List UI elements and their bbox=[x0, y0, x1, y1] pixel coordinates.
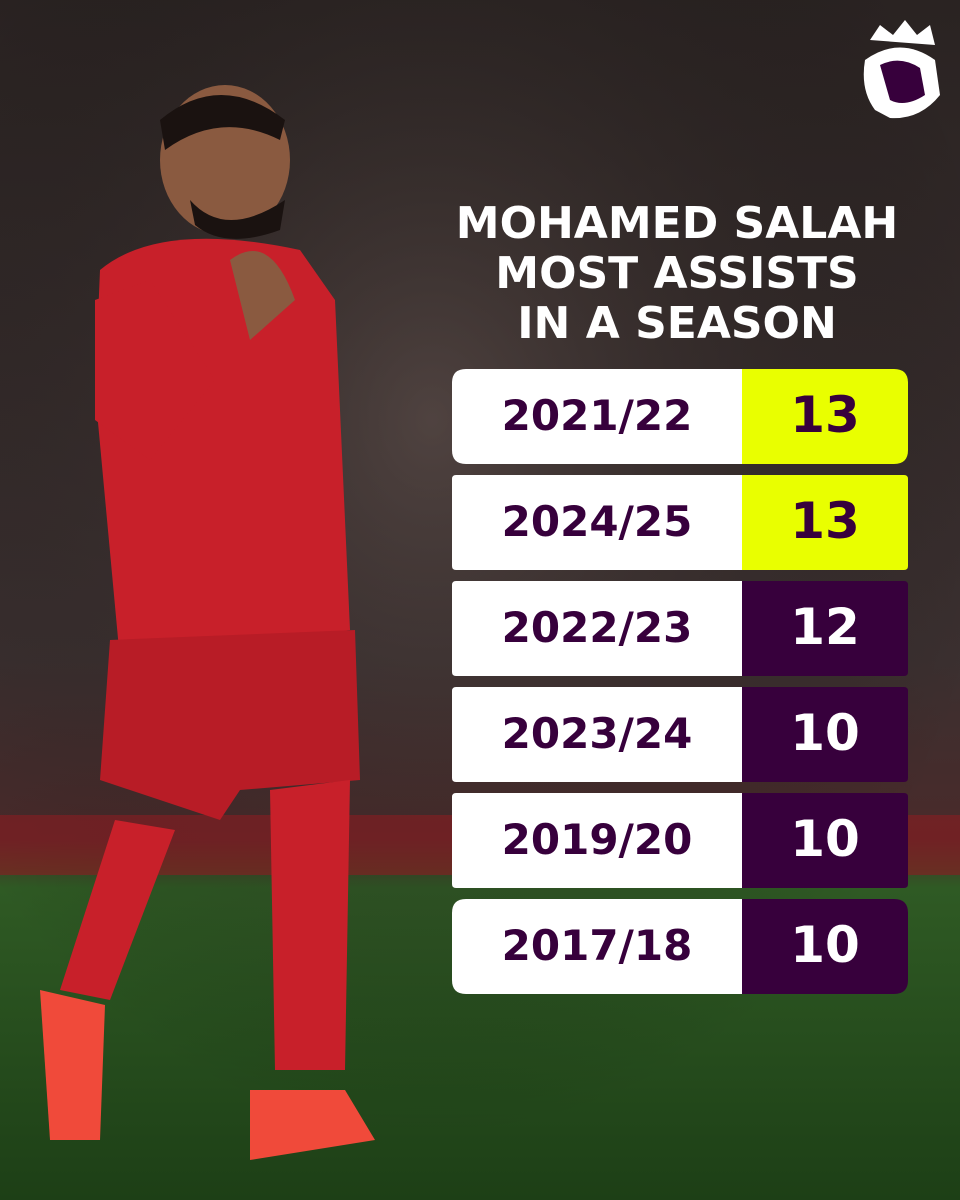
season-label: 2022/23 bbox=[502, 603, 693, 652]
table-row: 2017/18 10 bbox=[452, 899, 908, 994]
player bbox=[40, 85, 375, 1160]
assists-value: 13 bbox=[790, 386, 860, 444]
season-label: 2021/22 bbox=[502, 391, 693, 440]
season-cell bbox=[452, 899, 742, 994]
season-cell bbox=[452, 369, 742, 464]
table-row: 2021/22 13 bbox=[452, 369, 908, 464]
title-line: IN A SEASON bbox=[517, 298, 837, 349]
premier-league-logo bbox=[863, 20, 940, 119]
table-row: 2022/23 12 bbox=[452, 581, 908, 676]
table-row: 2019/20 10 bbox=[452, 793, 908, 888]
assists-cell bbox=[742, 687, 908, 782]
assists-cell bbox=[742, 899, 908, 994]
title: MOHAMED SALAH MOST ASSISTS IN A SEASON bbox=[456, 198, 898, 349]
table-row: 2024/25 13 bbox=[452, 475, 908, 570]
season-cell bbox=[452, 581, 742, 676]
assists-cell bbox=[742, 793, 908, 888]
title-line: MOHAMED SALAH bbox=[456, 198, 898, 249]
assists-cell bbox=[742, 581, 908, 676]
assists-cell bbox=[742, 369, 908, 464]
season-label: 2023/24 bbox=[502, 709, 693, 758]
season-cell bbox=[452, 687, 742, 782]
season-label: 2017/18 bbox=[502, 921, 693, 970]
assists-value: 10 bbox=[790, 810, 860, 868]
assists-value: 10 bbox=[790, 916, 860, 974]
assists-value: 12 bbox=[790, 598, 860, 656]
season-label: 2024/25 bbox=[502, 497, 693, 546]
title-line: MOST ASSISTS bbox=[495, 248, 858, 299]
season-cell bbox=[452, 475, 742, 570]
season-cell bbox=[452, 793, 742, 888]
table-row: 2023/24 10 bbox=[452, 687, 908, 782]
assists-value: 13 bbox=[790, 492, 860, 550]
assists-cell bbox=[742, 475, 908, 570]
assists-value: 10 bbox=[790, 704, 860, 762]
season-label: 2019/20 bbox=[502, 815, 693, 864]
